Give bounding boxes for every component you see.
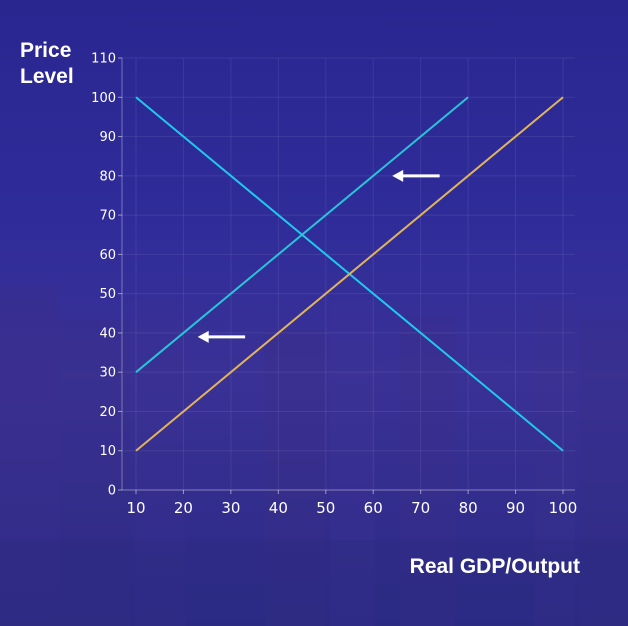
y-tick-label: 100 bbox=[91, 91, 116, 106]
y-tick-label: 10 bbox=[99, 444, 116, 459]
x-tick-label: 10 bbox=[126, 499, 145, 517]
shift-arrow-head bbox=[392, 169, 404, 182]
y-tick-label: 40 bbox=[99, 326, 116, 341]
axes bbox=[118, 57, 575, 494]
y-axis-title-line1: Price bbox=[20, 39, 72, 62]
x-tick-label: 80 bbox=[459, 499, 478, 517]
y-tick-label: 50 bbox=[99, 287, 116, 302]
x-tick-label: 30 bbox=[221, 499, 240, 517]
shift-arrow-2 bbox=[197, 330, 246, 343]
annotation-arrows bbox=[197, 169, 440, 343]
y-tick-label: 60 bbox=[99, 248, 116, 263]
series-line-3 bbox=[135, 96, 564, 452]
y-tick-label: 90 bbox=[99, 130, 116, 145]
y-tick-label: 20 bbox=[99, 405, 116, 420]
series-lines bbox=[135, 96, 564, 452]
x-tick-label: 90 bbox=[506, 499, 525, 517]
y-axis-title: Price Level bbox=[20, 38, 74, 90]
y-tick-label: 70 bbox=[99, 209, 116, 224]
y-axis-title-line2: Level bbox=[20, 65, 74, 88]
shift-arrow-1 bbox=[392, 169, 440, 182]
grid-lines bbox=[122, 57, 575, 491]
y-tick-label: 30 bbox=[99, 366, 116, 381]
x-axis-title: Real GDP/Output bbox=[409, 555, 580, 578]
x-tick-label: 50 bbox=[316, 499, 335, 517]
series-line-2 bbox=[135, 96, 469, 373]
x-tick-label: 40 bbox=[269, 499, 288, 517]
x-tick-label: 60 bbox=[364, 499, 383, 517]
x-tick-labels: 10 20 30 40 50 60 70 80 90 100 bbox=[126, 499, 577, 517]
y-tick-label: 80 bbox=[99, 169, 116, 184]
x-tick-label: 100 bbox=[549, 499, 578, 517]
y-tick-label: 110 bbox=[91, 52, 116, 67]
y-tick-label: 0 bbox=[108, 484, 116, 499]
y-tick-labels: 0 10 20 30 40 50 60 70 80 90 100 110 bbox=[91, 52, 116, 499]
x-tick-label: 20 bbox=[174, 499, 193, 517]
shift-arrow-head bbox=[197, 330, 209, 343]
x-tick-label: 70 bbox=[411, 499, 430, 517]
